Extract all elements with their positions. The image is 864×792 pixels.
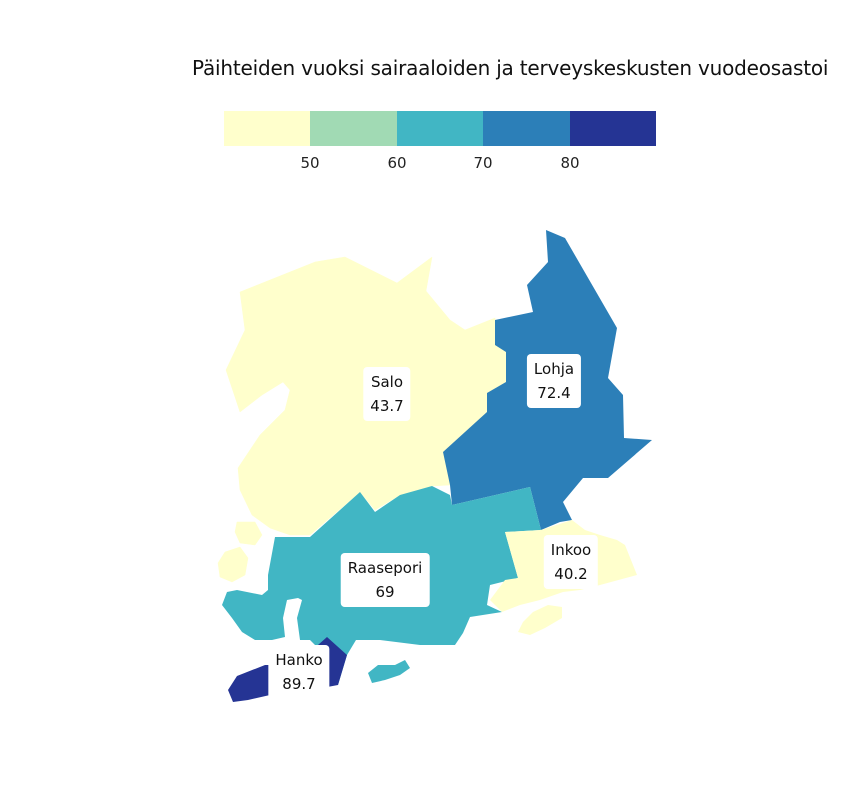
region-value: 72.4 [537,384,571,402]
label-raasepori: Raasepori 69 [340,553,430,607]
region-value: 43.7 [370,397,404,415]
color-legend [224,111,657,146]
label-lohja: Lohja 72.4 [526,354,582,408]
region-name: Hanko [275,651,323,669]
region-value: 40.2 [554,565,588,583]
region-name: Salo [370,373,404,391]
label-inkoo: Inkoo 40.2 [543,535,599,589]
label-salo: Salo 43.7 [363,367,411,421]
legend-swatch-5 [569,111,657,146]
legend-swatch-1 [224,111,311,146]
legend-swatch-4 [483,111,570,146]
legend-tick: 60 [387,154,407,172]
label-hanko: Hanko 89.7 [268,645,330,699]
region-value: 69 [375,583,395,601]
legend-tick: 80 [560,154,580,172]
region-name: Raasepori [347,559,423,577]
legend-swatch-2 [310,111,397,146]
legend-swatch-3 [396,111,484,146]
region-name: Lohja [533,360,575,378]
legend-tick: 70 [473,154,493,172]
region-name: Inkoo [550,541,592,559]
region-value: 89.7 [282,675,316,693]
map-title: Päihteiden vuoksi sairaaloiden ja tervey… [192,56,829,80]
legend-tick: 50 [300,154,320,172]
